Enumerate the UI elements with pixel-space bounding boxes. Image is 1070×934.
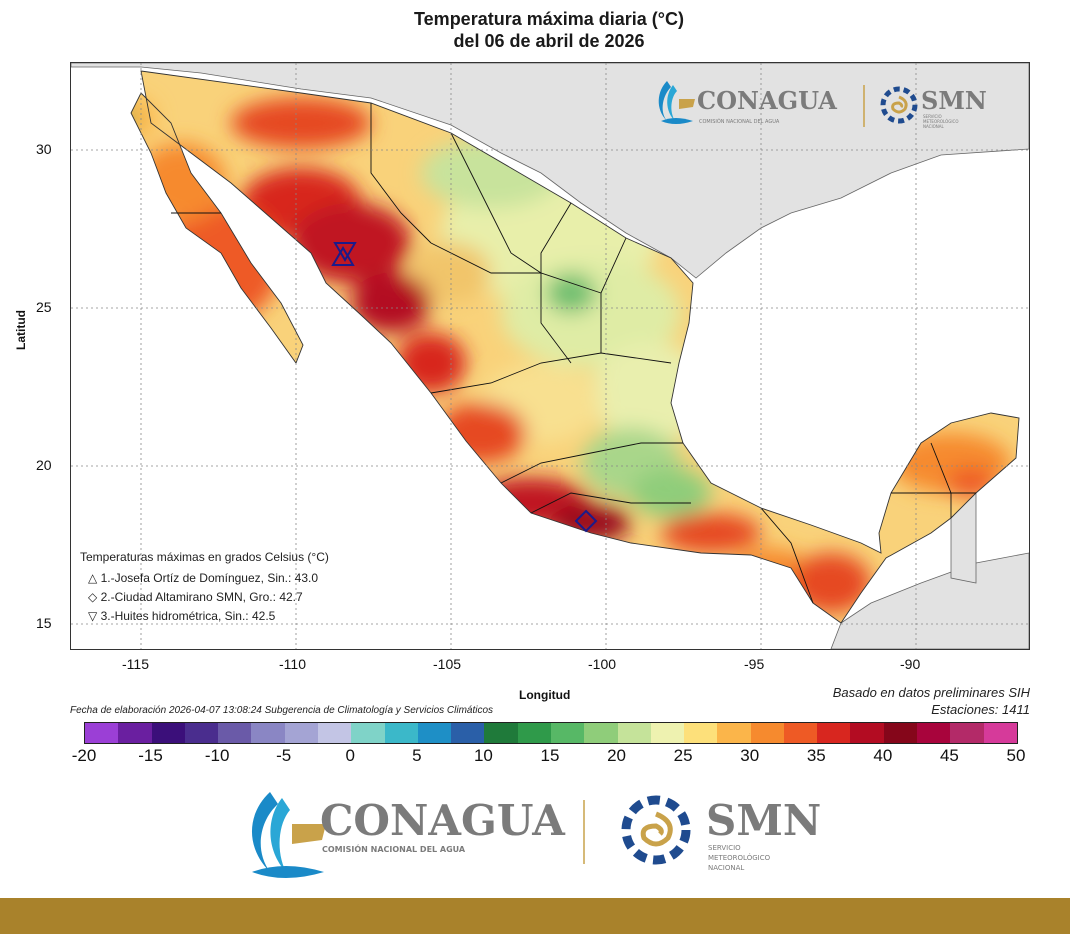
station-legend: Temperaturas máximas en grados Celsius (… (80, 548, 329, 626)
colorbar-tick: 15 (540, 746, 560, 765)
colorbar-segment (584, 723, 618, 743)
temperature-colorbar (84, 722, 1018, 744)
colorbar-tick: 20 (607, 746, 627, 765)
map-logos: CONAGUA COMISIÓN NACIONAL DEL AGUA SMN S… (658, 81, 987, 129)
y-axis-label: Latitud (14, 310, 28, 350)
legend-title: Temperaturas máximas en grados Celsius (… (80, 550, 329, 564)
colorbar-tick: 10 (473, 746, 493, 765)
data-source-note: Basado en datos preliminares SIH Estacio… (833, 684, 1030, 718)
map-conagua-wordmark: CONAGUA (697, 86, 837, 115)
colorbar-tick: -20 (71, 746, 97, 765)
triangle-down-icon: ▽ (88, 609, 98, 623)
x-tick: -110 (279, 656, 306, 672)
source-text: Basado en datos preliminares SIH (832, 685, 1030, 700)
colorbar-segment (850, 723, 884, 743)
colorbar-segment (85, 723, 119, 743)
colorbar-tick: 30 (740, 746, 760, 765)
x-tick: -95 (744, 656, 765, 672)
x-tick: -115 (122, 656, 149, 672)
colorbar-segment (817, 723, 851, 743)
colorbar-segment (650, 723, 685, 743)
colorbar-segment (783, 723, 818, 743)
station-3-marker (333, 242, 357, 262)
brand-logos: CONAGUA COMISIÓN NACIONAL DEL AGUA SMN S… (251, 792, 821, 878)
x-tick: -105 (433, 656, 462, 672)
y-tick: 15 (36, 615, 52, 631)
station-2-marker (574, 509, 598, 533)
smn-sub2: METEOROLÓGICO (708, 853, 771, 862)
y-tick: 30 (36, 141, 52, 157)
y-tick: 20 (36, 457, 52, 473)
conagua-logo-icon (658, 81, 695, 124)
colorbar-segment (218, 723, 252, 743)
colorbar-segment (717, 723, 751, 743)
smn-logo-icon (621, 795, 691, 865)
legend-item: ▽ 3.-Huites hidrométrica, Sin.: 42.5 (88, 609, 276, 623)
colorbar-segment (284, 723, 318, 743)
map-smn-sub1: SERVICIO (923, 114, 942, 119)
footer-bar (0, 898, 1070, 934)
colorbar-segment (151, 723, 185, 743)
colorbar-segment (118, 723, 152, 743)
colorbar-segment (883, 723, 918, 743)
triangle-up-icon: △ (88, 571, 98, 585)
colorbar-tick: 45 (939, 746, 959, 765)
map-canvas (71, 63, 1029, 649)
colorbar-segment (184, 723, 219, 743)
map-smn-wordmark: SMN (921, 86, 987, 115)
x-axis-label: Longitud (519, 688, 571, 702)
colorbar-segment (750, 723, 784, 743)
colorbar-segment (417, 723, 452, 743)
conagua-logo-icon (251, 792, 326, 878)
map-smn-sub3: NACIONAL (923, 124, 945, 129)
colorbar-tick: -10 (204, 746, 230, 765)
colorbar-tick: 50 (1006, 746, 1026, 765)
colorbar-segment (983, 723, 1017, 743)
smn-wordmark: SMN (706, 796, 821, 845)
colorbar-segment (451, 723, 485, 743)
colorbar-tick: 0 (345, 746, 356, 765)
stations-count: Estaciones: 1411 (931, 702, 1030, 717)
colorbar-segment (684, 723, 718, 743)
smn-logo-icon (880, 86, 918, 124)
colorbar-segment (517, 723, 551, 743)
colorbar-tick: 5 (412, 746, 422, 765)
colorbar-segment (550, 723, 585, 743)
colorbar-segment (484, 723, 518, 743)
colorbar-tick: 25 (673, 746, 693, 765)
conagua-subtitle: COMISIÓN NACIONAL DEL AGUA (322, 843, 466, 854)
temperature-map: CONAGUA COMISIÓN NACIONAL DEL AGUA SMN S… (70, 62, 1030, 650)
chart-title: Temperatura máxima diaria (°C) del 06 de… (0, 8, 1070, 52)
smn-sub1: SERVICIO (708, 844, 741, 852)
legend-item: ◇ 2.-Ciudad Altamirano SMN, Gro.: 42.7 (88, 590, 303, 604)
elaboration-date: Fecha de elaboración 2026-04-07 13:08:24… (70, 705, 494, 716)
colorbar-segment (950, 723, 984, 743)
conagua-wordmark: CONAGUA (320, 796, 566, 845)
title-line-2: del 06 de abril de 2026 (453, 31, 645, 51)
colorbar-segment (917, 723, 951, 743)
colorbar-tick: -15 (138, 746, 163, 765)
smn-sub3: NACIONAL (708, 864, 744, 872)
colorbar-tick: 35 (806, 746, 826, 765)
x-tick: -90 (900, 656, 921, 672)
diamond-icon: ◇ (88, 590, 98, 604)
legend-item: △ 1.-Josefa Ortíz de Domínguez, Sin.: 43… (88, 571, 319, 585)
map-conagua-subtitle: COMISIÓN NACIONAL DEL AGUA (699, 118, 780, 125)
colorbar-tick: 40 (873, 746, 893, 765)
colorbar-tick: -5 (276, 746, 292, 765)
y-tick: 25 (36, 299, 52, 315)
colorbar-segment (251, 723, 285, 743)
colorbar-segment (351, 723, 385, 743)
colorbar-segment (317, 723, 352, 743)
colorbar-segment (384, 723, 418, 743)
title-line-1: Temperatura máxima diaria (°C) (414, 9, 684, 29)
map-smn-sub2: METEOROLÓGICO (923, 119, 958, 124)
colorbar-segment (617, 723, 651, 743)
x-tick: -100 (588, 656, 617, 672)
